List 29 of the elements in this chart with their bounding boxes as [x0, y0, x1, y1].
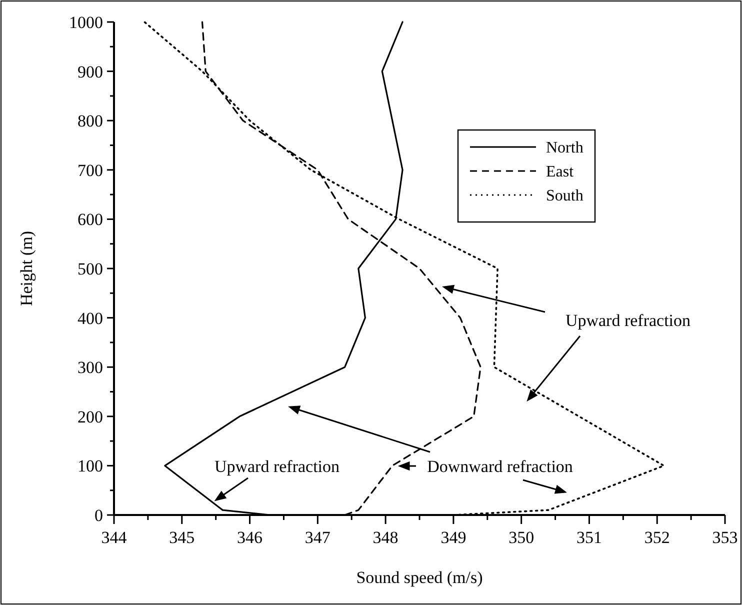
y-tick-label: 700 — [78, 160, 103, 180]
annotation: Upward refraction — [214, 456, 340, 476]
y-tick-label: 300 — [78, 358, 103, 378]
annotation: Downward refraction — [427, 456, 574, 476]
x-tick-label: 348 — [372, 528, 398, 547]
y-tick-label: 1000 — [69, 12, 103, 32]
x-tick-label: 345 — [169, 528, 195, 547]
y-tick-label: 400 — [78, 308, 103, 328]
legend-label: East — [546, 164, 574, 181]
x-axis-title: Sound speed (m/s) — [356, 568, 483, 587]
y-tick-label: 0 — [94, 506, 103, 525]
x-tick-label: 344 — [101, 528, 128, 547]
y-tick-label: 200 — [78, 407, 103, 426]
legend-label: North — [546, 140, 584, 157]
x-tick-label: 346 — [237, 528, 263, 547]
y-tick-label: 500 — [78, 259, 103, 278]
x-tick-label: 353 — [712, 528, 738, 547]
x-tick-label: 352 — [644, 528, 670, 547]
y-axis-title: Height (m) — [17, 230, 36, 306]
x-tick-label: 350 — [508, 528, 534, 547]
annotation: Upward refraction — [565, 310, 692, 330]
x-tick-label: 347 — [304, 528, 331, 547]
y-tick-label: 100 — [78, 456, 103, 476]
legend-label: South — [546, 188, 584, 205]
x-tick-label: 351 — [576, 528, 602, 547]
x-tick-label: 349 — [440, 528, 466, 547]
y-tick-label: 900 — [78, 62, 103, 82]
y-tick-label: 800 — [78, 112, 103, 131]
y-tick-label: 600 — [78, 210, 103, 230]
